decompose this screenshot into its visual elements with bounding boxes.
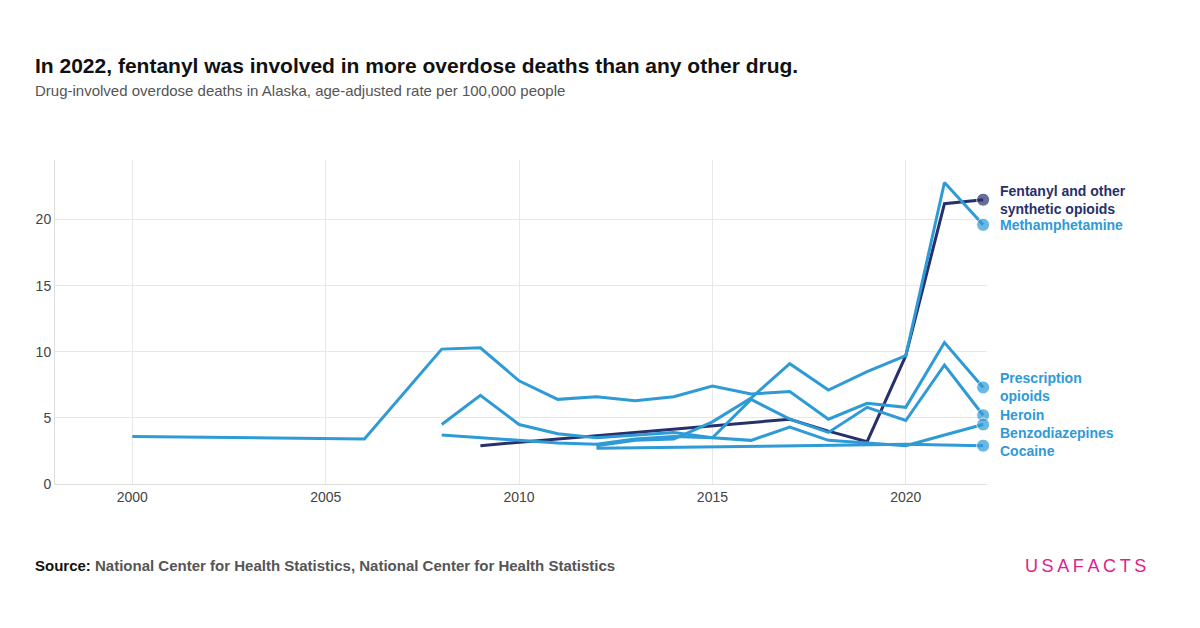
svg-text:Prescriptionopioids: Prescriptionopioids (1000, 370, 1082, 404)
svg-text:Benzodiazepines: Benzodiazepines (1000, 425, 1114, 441)
svg-text:5: 5 (43, 410, 51, 426)
svg-text:Heroin: Heroin (1000, 407, 1044, 423)
svg-text:2000: 2000 (117, 489, 148, 505)
svg-text:Fentanyl and othersynthetic op: Fentanyl and othersynthetic opioids (1000, 183, 1126, 217)
svg-text:Methamphetamine: Methamphetamine (1000, 217, 1123, 233)
svg-text:Drug-involved overdose deaths: Drug-involved overdose deaths in Alaska,… (35, 82, 565, 99)
svg-text:In 2022, fentanyl was involved: In 2022, fentanyl was involved in more o… (35, 54, 798, 77)
svg-text:2005: 2005 (310, 489, 341, 505)
svg-text:0: 0 (43, 476, 51, 492)
svg-text:Cocaine: Cocaine (1000, 443, 1055, 459)
svg-text:U S A F A C T S: U S A F A C T S (1025, 556, 1146, 576)
svg-text:2015: 2015 (697, 489, 728, 505)
svg-text:10: 10 (36, 344, 52, 360)
svg-text:Source: National Center for He: Source: National Center for Health Stati… (35, 557, 615, 574)
svg-text:15: 15 (36, 278, 52, 294)
svg-text:2010: 2010 (503, 489, 534, 505)
svg-text:20: 20 (36, 211, 52, 227)
svg-text:2020: 2020 (890, 489, 921, 505)
